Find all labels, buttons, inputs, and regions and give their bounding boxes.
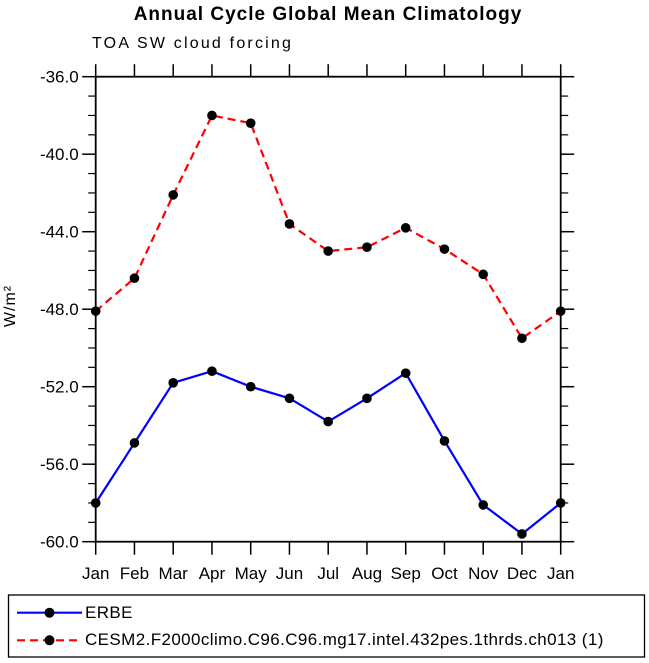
- legend-marker-0: [44, 607, 55, 618]
- legend-label-erbe: ERBE: [85, 603, 133, 622]
- data-point: [439, 436, 450, 446]
- y-tick-label: -40.0: [40, 145, 79, 164]
- data-point: [439, 244, 450, 254]
- data-point: [400, 368, 411, 378]
- data-point: [323, 246, 334, 256]
- x-tick-label: Mar: [159, 564, 189, 583]
- chart-title: Annual Cycle Global Mean Climatology: [133, 4, 523, 25]
- y-tick-label: -48.0: [40, 300, 79, 319]
- series-line-0: [94, 370, 562, 536]
- data-point: [555, 306, 566, 316]
- data-point: [323, 416, 334, 427]
- data-point: [245, 381, 256, 392]
- data-point: [90, 498, 101, 508]
- legend-marker-1: [44, 635, 55, 646]
- data-point: [362, 393, 372, 404]
- data-point: [555, 498, 566, 508]
- data-point: [478, 269, 489, 280]
- data-point: [517, 529, 527, 539]
- data-point: [284, 219, 295, 229]
- y-tick-label: -44.0: [40, 223, 79, 242]
- y-tick-label: -52.0: [40, 378, 79, 397]
- x-tick-label: Jan: [82, 564, 109, 583]
- x-tick-label: Jul: [317, 564, 339, 583]
- data-point: [362, 242, 372, 252]
- x-tick-label: Feb: [120, 564, 149, 583]
- chart-subtitle: TOA SW cloud forcing: [92, 35, 294, 52]
- data-point: [517, 333, 527, 344]
- x-tick-label: Jan: [547, 564, 574, 583]
- axes-frame: [94, 75, 562, 543]
- x-tick-label: Nov: [468, 564, 499, 583]
- data-point: [284, 393, 295, 404]
- x-tick-label: Jun: [276, 564, 303, 583]
- x-tick-label: Dec: [507, 564, 538, 583]
- y-tick-label: -36.0: [40, 68, 79, 87]
- series-line-1: [94, 114, 562, 340]
- data-point: [168, 190, 178, 200]
- x-tick-label: Oct: [431, 564, 458, 583]
- y-tick-label: -56.0: [40, 455, 79, 474]
- data-point: [207, 110, 217, 121]
- data-point: [129, 438, 140, 448]
- data-point: [129, 273, 140, 284]
- x-tick-label: Aug: [352, 564, 382, 583]
- data-point: [207, 366, 217, 377]
- data-point: [478, 500, 489, 510]
- x-tick-label: May: [235, 564, 268, 583]
- data-point: [90, 306, 101, 316]
- legend-label-cesm2: CESM2.F2000climo.C96.C96.mg17.intel.432p…: [85, 630, 604, 649]
- data-point: [245, 118, 256, 128]
- y-tick-label: -60.0: [40, 533, 79, 552]
- x-tick-label: Apr: [199, 564, 226, 583]
- x-tick-label: Sep: [391, 564, 421, 583]
- data-point: [400, 223, 411, 233]
- data-point: [168, 378, 178, 388]
- legend-box: [7, 594, 646, 658]
